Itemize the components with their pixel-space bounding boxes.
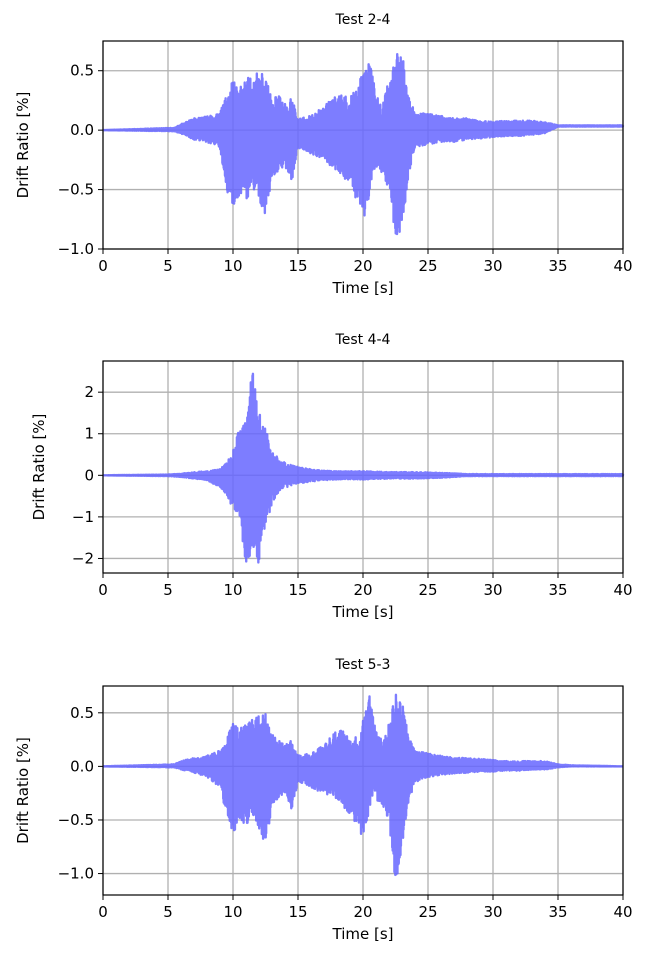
- y-tick-label: 1: [84, 425, 94, 443]
- y-axis-label: Drift Ratio [%]: [14, 92, 32, 199]
- y-tick-label: −1: [72, 508, 94, 526]
- x-tick-label: 30: [483, 903, 502, 921]
- x-tick-label: 30: [483, 581, 502, 599]
- series-line: [102, 52, 625, 236]
- x-tick-label: 5: [163, 903, 173, 921]
- y-axis-label: Drift Ratio [%]: [14, 737, 32, 844]
- panel-test-4-4: 0 5 10 15 20 25 30 35 40 −2 −1 0 1 2 Test 4-4 Time [s] D…: [30, 332, 633, 621]
- x-tick-label: 40: [613, 257, 632, 275]
- y-tick-label: 0.0: [70, 121, 94, 139]
- y-tick-label: 0.0: [70, 757, 94, 775]
- x-tick-label: 15: [288, 581, 307, 599]
- x-tick-label: 10: [223, 257, 242, 275]
- x-axis-label: Time [s]: [332, 279, 394, 297]
- x-tick-label: 10: [223, 903, 242, 921]
- x-tick-label: 25: [418, 581, 437, 599]
- y-axis-label: Drift Ratio [%]: [30, 414, 48, 521]
- y-tick-label: −0.5: [58, 811, 94, 829]
- x-tick-label: 20: [353, 257, 372, 275]
- x-tick-label: 15: [288, 903, 307, 921]
- x-axis-label: Time [s]: [332, 925, 394, 943]
- x-tick-label: 15: [288, 257, 307, 275]
- x-tick-label: 30: [483, 257, 502, 275]
- chart-title: Test 5-3: [335, 657, 391, 673]
- x-tick-label: 20: [353, 903, 372, 921]
- x-tick-label: 35: [548, 581, 567, 599]
- x-tick-label: 35: [548, 257, 567, 275]
- x-axis-label: Time [s]: [332, 603, 394, 621]
- y-tick-label: 0: [84, 466, 94, 484]
- x-tick-label: 40: [613, 581, 632, 599]
- x-tick-label: 0: [98, 581, 108, 599]
- y-tick-label: 2: [84, 383, 94, 401]
- series-line: [102, 693, 624, 877]
- y-tick-label: −2: [72, 549, 94, 567]
- y-tick-label: −1.0: [58, 240, 94, 258]
- x-tick-label: 0: [98, 903, 108, 921]
- x-tick-label: 0: [98, 257, 108, 275]
- x-tick-label: 10: [223, 581, 242, 599]
- x-tick-label: 35: [548, 903, 567, 921]
- x-tick-label: 5: [163, 257, 173, 275]
- y-tick-label: −1.0: [58, 865, 94, 883]
- x-tick-label: 25: [418, 257, 437, 275]
- x-tick-label: 5: [163, 581, 173, 599]
- x-tick-label: 40: [613, 903, 632, 921]
- chart-title: Test 2-4: [335, 12, 391, 28]
- x-tick-label: 25: [418, 903, 437, 921]
- x-tick-label: 20: [353, 581, 372, 599]
- y-tick-label: 0.5: [70, 62, 94, 80]
- chart-title: Test 4-4: [335, 332, 391, 348]
- y-tick-label: 0.5: [70, 704, 94, 722]
- panel-test-5-3: 0 5 10 15 20 25 30 35 40 −1.0 −0.5 0.0 0.5 Test 5-3 Ti…: [14, 657, 633, 943]
- panel-test-2-4: 0 5 10 15 20 25 30 35 40 −1.0 −0.5 0.0 0.5 Test 2-4 Ti…: [14, 12, 633, 297]
- y-tick-label: −0.5: [58, 181, 94, 199]
- series-line: [102, 372, 625, 564]
